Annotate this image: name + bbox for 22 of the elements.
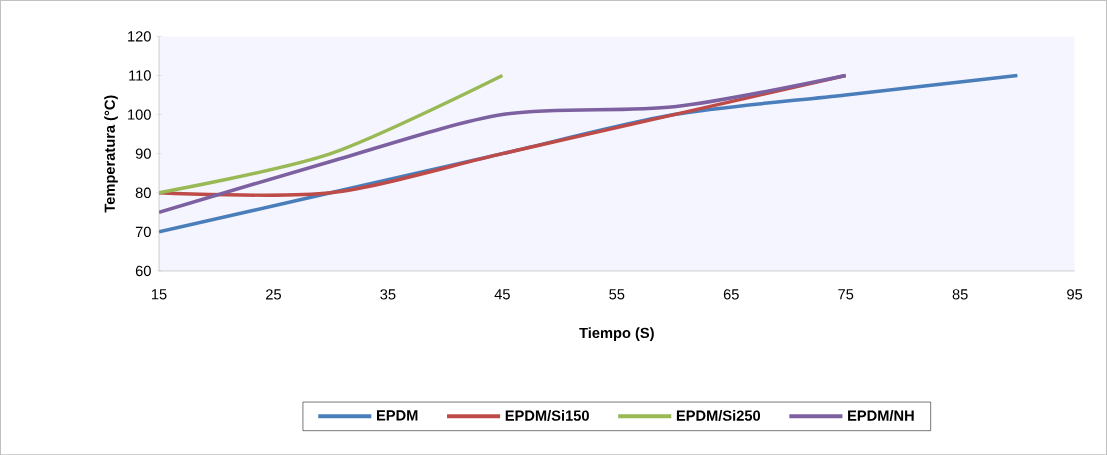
x-tick-label: 55 bbox=[609, 289, 625, 300]
x-tick-label: 95 bbox=[1067, 289, 1083, 300]
x-tick-label: 65 bbox=[723, 289, 739, 300]
x-tick-label: 15 bbox=[151, 289, 167, 300]
y-tick-label: 80 bbox=[135, 187, 151, 198]
x-tick-label: 85 bbox=[952, 289, 968, 300]
x-tick-label: 25 bbox=[266, 289, 281, 300]
x-tick-label: 35 bbox=[380, 289, 396, 300]
x-tick-label: 75 bbox=[838, 289, 854, 300]
y-tick-label: 120 bbox=[128, 31, 151, 42]
legend-label: EPDM/Si250 bbox=[676, 409, 761, 421]
y-axis-title: Temperatura (°C) bbox=[104, 95, 118, 213]
x-tick-label: 45 bbox=[494, 289, 510, 300]
legend-label: EPDM/NH bbox=[848, 409, 914, 421]
y-tick-label: 90 bbox=[135, 148, 151, 159]
legend-label: EPDM bbox=[377, 410, 418, 421]
x-axis-title: Tiempo (S) bbox=[579, 327, 654, 341]
y-tick-label: 70 bbox=[135, 226, 151, 237]
y-tick-label: 100 bbox=[128, 109, 151, 120]
y-tick-label: 60 bbox=[135, 265, 151, 277]
y-tick-label: 110 bbox=[129, 70, 151, 81]
legend-label: EPDM/Si150 bbox=[505, 409, 589, 421]
